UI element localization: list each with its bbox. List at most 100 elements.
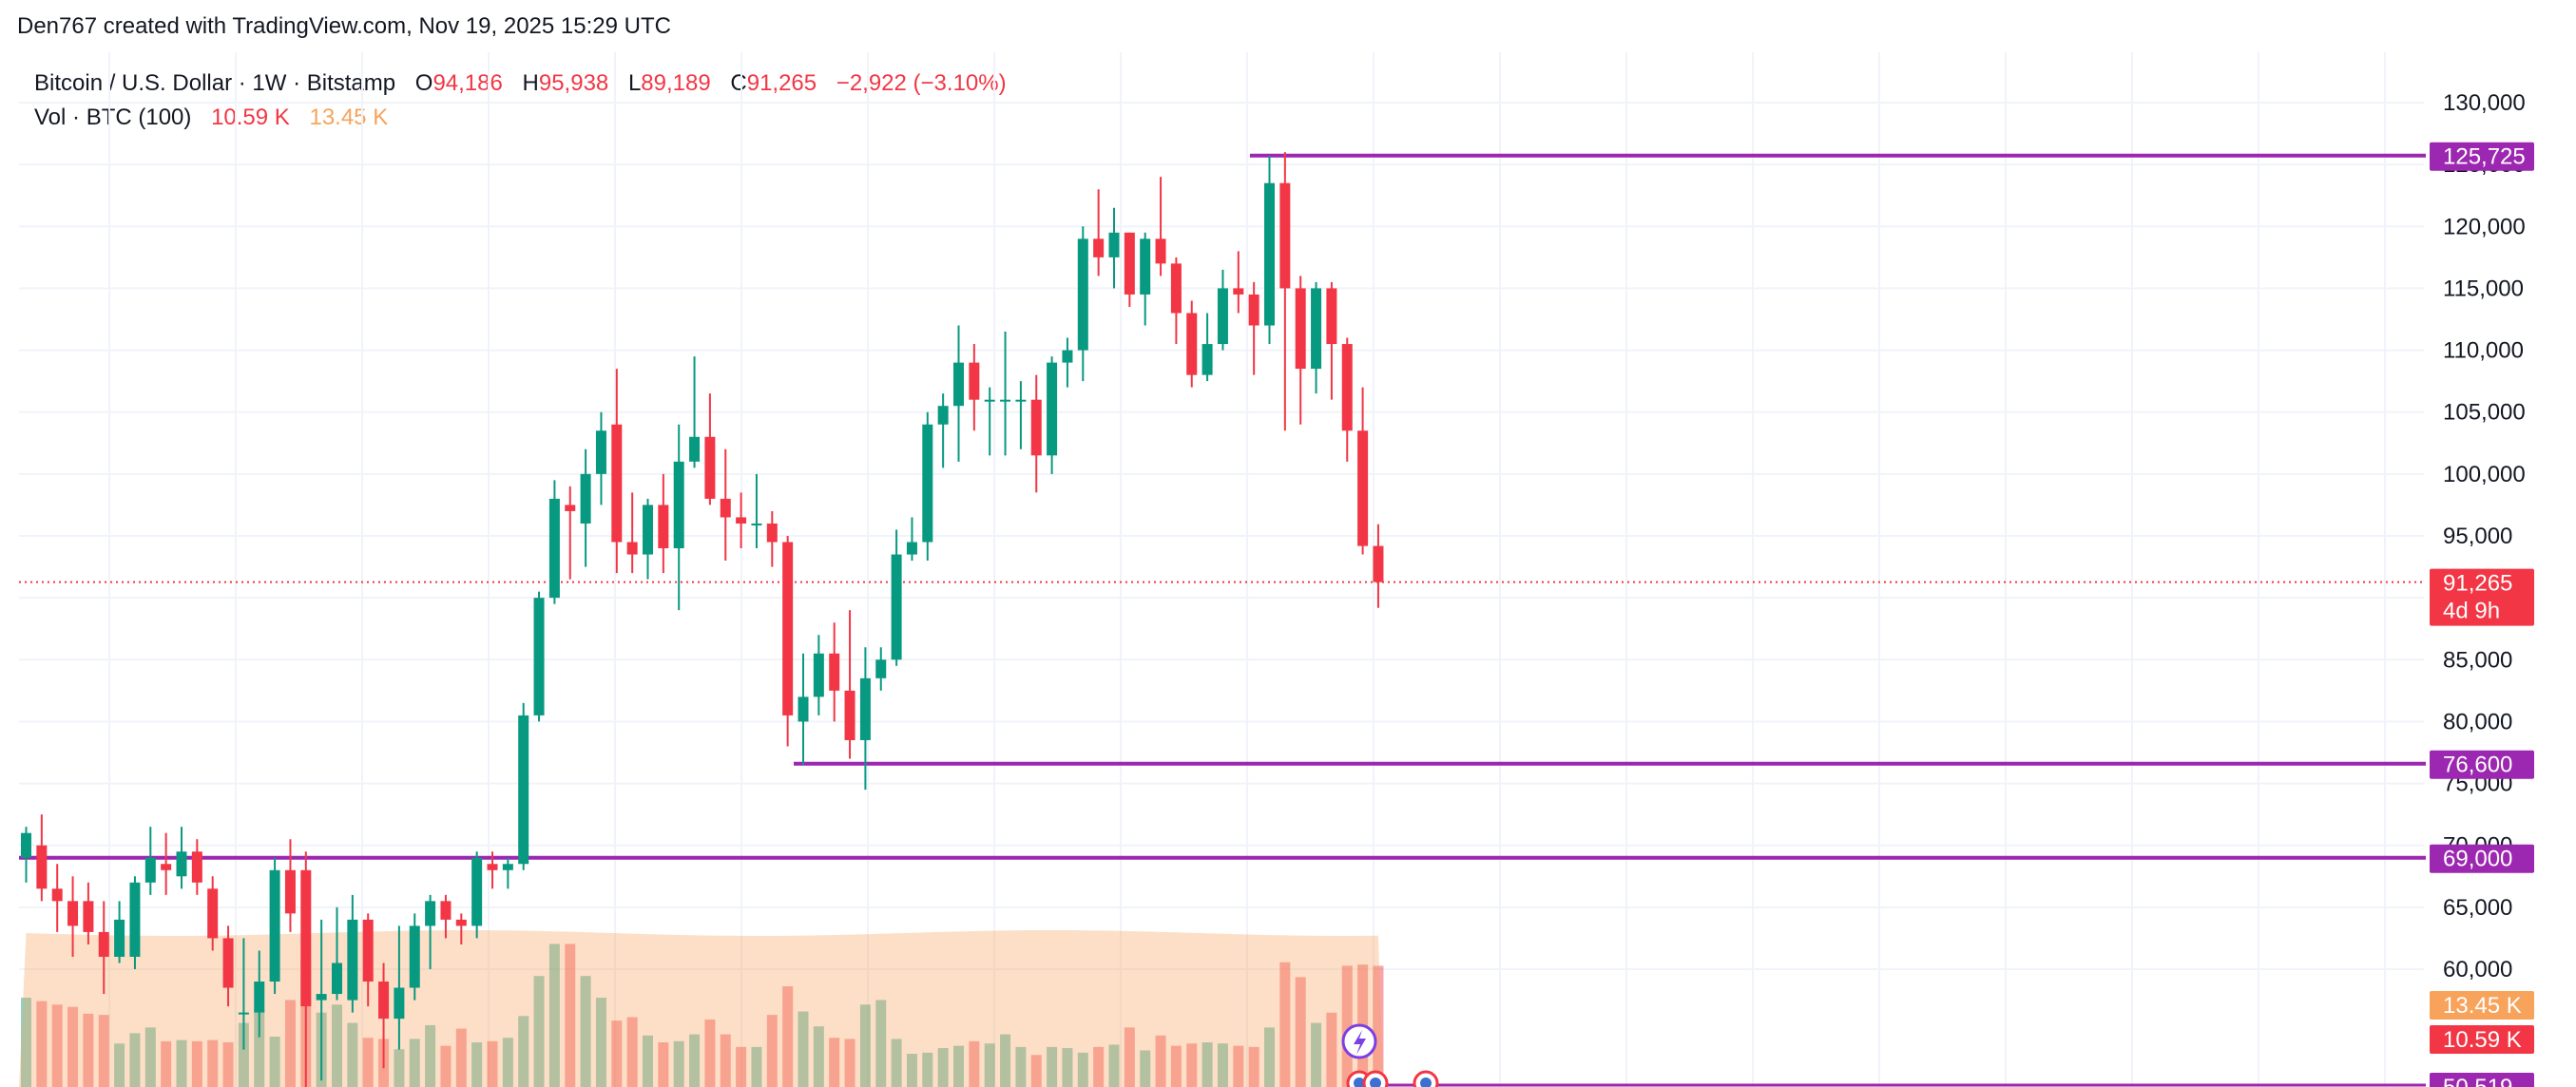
y-tick-label: 85,000 [2443, 647, 2512, 673]
volume-ma-tag-text: 13.45 K [2443, 993, 2522, 1019]
candle-body [1124, 232, 1135, 295]
candle-body [984, 399, 995, 402]
volume-bar [1233, 1045, 1244, 1087]
candle-body [51, 888, 63, 902]
flag-icon-center [1354, 1077, 1365, 1087]
level-price-tag: 125,725 [2430, 142, 2534, 171]
candle-body [207, 888, 219, 939]
candle-body [21, 832, 31, 858]
candle-body [751, 523, 762, 525]
candle-body [1140, 238, 1151, 295]
candle-body [658, 505, 669, 549]
candle-body [502, 864, 513, 870]
volume-bar [922, 1052, 933, 1087]
horizontal-levels[interactable] [19, 153, 2426, 1087]
low-value: 89,189 [641, 70, 711, 96]
candle-body [580, 473, 591, 524]
candle-body [626, 542, 638, 555]
volume-bar [1217, 1043, 1228, 1087]
candle-body [1311, 288, 1322, 370]
candle-body [1341, 344, 1353, 431]
candle-body [1248, 294, 1259, 326]
volume-bar [1077, 1052, 1088, 1087]
candle-body [222, 938, 234, 988]
close-value: 91,265 [746, 70, 817, 96]
high-label: H [522, 70, 539, 96]
volume-bar [720, 1034, 731, 1087]
volume-bar [1279, 962, 1291, 1087]
candle-body [782, 542, 794, 715]
candle-body [766, 523, 778, 543]
candle-body [254, 982, 265, 1013]
volume-bar [1201, 1042, 1213, 1087]
volume-bar [518, 1016, 529, 1087]
volume-bar [347, 1022, 358, 1087]
candle-body [98, 931, 109, 957]
chart-legend: Bitcoin / U.S. Dollar · 1W · Bitstamp O9… [34, 67, 1020, 135]
candle-body [906, 542, 917, 555]
level-price-tag-text: 69,000 [2443, 847, 2512, 872]
volume-bar [67, 1006, 79, 1087]
price-legend-row: Bitcoin / U.S. Dollar · 1W · Bitstamp O9… [34, 67, 1020, 101]
chart-icons[interactable] [1341, 1023, 1439, 1087]
volume-bar [751, 1046, 762, 1087]
volume-bar [906, 1054, 917, 1087]
volume-bar [891, 1039, 902, 1087]
candle-body [595, 430, 606, 474]
volume-bar [222, 1042, 234, 1087]
volume-bar [689, 1034, 701, 1087]
volume-bar [114, 1043, 125, 1087]
candle-body [1015, 399, 1027, 402]
volume-bar [1015, 1046, 1027, 1087]
volume-bar [813, 1026, 824, 1087]
volume-bar [875, 1000, 887, 1087]
volume-bar [1295, 977, 1306, 1087]
candle-body [378, 982, 390, 1020]
candle-body [347, 919, 358, 1001]
candle-body [269, 869, 280, 982]
candle-body [83, 901, 94, 932]
candle-body [1217, 288, 1228, 345]
flag-icon-center [1420, 1077, 1432, 1087]
candle-body [394, 987, 405, 1020]
candle-body [440, 901, 452, 920]
level-price-tag: 69,000 [2430, 844, 2534, 873]
y-tick-label: 80,000 [2443, 709, 2512, 734]
candle-body [548, 498, 560, 599]
volume-bar [254, 1009, 265, 1087]
volume-bar [658, 1042, 669, 1087]
symbol-title[interactable]: Bitcoin / U.S. Dollar · 1W · Bitstamp [34, 70, 396, 96]
candle-body [969, 362, 980, 400]
volume-title[interactable]: Vol · BTC (100) [34, 105, 192, 130]
volume-bar [782, 986, 794, 1087]
y-tick-label: 105,000 [2443, 400, 2526, 426]
candles [21, 152, 1384, 1087]
candle-body [1108, 232, 1120, 257]
volume-bar [191, 1040, 202, 1087]
candle-body [409, 925, 420, 988]
y-tick-label: 100,000 [2443, 462, 2526, 487]
volume-bar [409, 1039, 420, 1087]
candle-body [813, 653, 824, 697]
volume-bar [1124, 1027, 1135, 1087]
bottom-level-tag-text: 50,519 [2443, 1075, 2512, 1087]
level-price-tag-bg [2430, 844, 2534, 873]
volume-bar [1373, 965, 1384, 1087]
candle-body [829, 653, 840, 691]
volume-bar [144, 1027, 156, 1087]
volume-bar [704, 1019, 716, 1087]
volume-bar [565, 944, 576, 1087]
candle-body [736, 517, 747, 524]
y-tick-label: 115,000 [2443, 276, 2524, 301]
volume-bar [829, 1038, 840, 1087]
spark-icon [1341, 1023, 1377, 1059]
candle-body [67, 901, 79, 926]
last-price-tag-bg [2430, 568, 2534, 626]
candle-body [689, 436, 701, 462]
volume-bar [969, 1040, 980, 1087]
candle-body [284, 869, 296, 914]
volume-bar [626, 1017, 638, 1087]
candle-body [1326, 288, 1337, 345]
y-tick-label: 95,000 [2443, 524, 2512, 549]
